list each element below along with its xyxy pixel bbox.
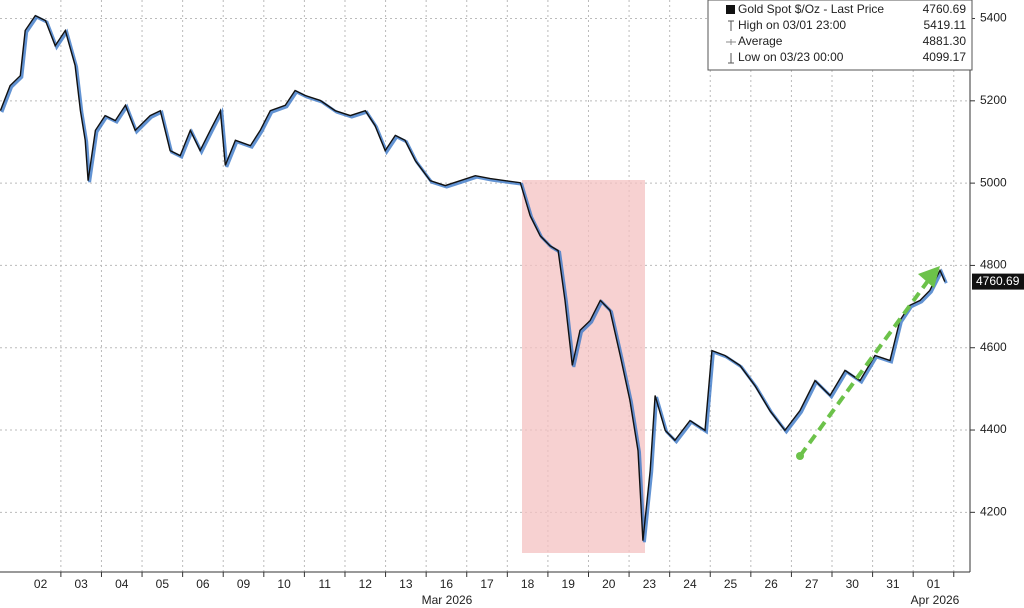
legend: [707, 0, 973, 71]
arrow-head: [918, 266, 940, 288]
y-tick-label: 5000: [980, 175, 1007, 189]
y-tick-label: 4200: [980, 505, 1007, 519]
x-tick-label: 09: [237, 577, 251, 591]
arrow-start: [796, 452, 804, 460]
x-tick-label: 27: [805, 577, 819, 591]
y-tick-label: 5200: [980, 93, 1007, 107]
x-tick-label: 23: [643, 577, 657, 591]
x-tick-label: 12: [359, 577, 373, 591]
last-price-label: 4760.69: [976, 274, 1020, 288]
legend-icon: [728, 53, 734, 64]
y-tick-label: 4800: [980, 258, 1007, 272]
y-tick-label: 4600: [980, 340, 1007, 354]
x-tick-label: 18: [521, 577, 535, 591]
x-tick-label: 01: [927, 577, 941, 591]
x-tick-label: 25: [724, 577, 738, 591]
arrow-shaft: [798, 276, 932, 458]
x-tick-label: 16: [440, 577, 454, 591]
month-label: Mar 2026: [422, 593, 473, 607]
legend-value: 4760.69: [923, 2, 967, 16]
x-tick-label: 17: [480, 577, 494, 591]
legend-value: 4099.17: [923, 50, 967, 64]
trend-arrow: [796, 266, 940, 460]
x-tick-label: 10: [277, 577, 291, 591]
x-tick-label: 26: [764, 577, 778, 591]
legend-label: Gold Spot $/Oz - Last Price: [738, 2, 884, 16]
x-tick-label: 19: [562, 577, 576, 591]
y-tick-label: 5400: [980, 11, 1007, 25]
x-tick-label: 04: [115, 577, 129, 591]
legend-value: 4881.30: [923, 34, 967, 48]
x-tick-label: 31: [886, 577, 900, 591]
x-tick-label: 06: [196, 577, 210, 591]
x-tick-label: 30: [846, 577, 860, 591]
legend-box: [707, 0, 973, 71]
legend-icon: [728, 20, 734, 31]
month-label: Apr 2026: [911, 593, 960, 607]
plot: [0, 14, 948, 543]
legend-value: 5419.11: [924, 18, 967, 32]
legend-label: Low on 03/23 00:00: [738, 50, 844, 64]
x-tick-label: 20: [602, 577, 616, 591]
x-tick-label: 24: [683, 577, 697, 591]
legend-swatch: [726, 5, 735, 14]
x-tick-label: 02: [34, 577, 48, 591]
last-price-tag: [972, 273, 1024, 290]
legend-label: Average: [738, 34, 783, 48]
axes: 4200 4400 4600 4800 5000 5200 5400 02 03 04 05 06 09…: [34, 11, 1024, 591]
x-tick-label: 05: [156, 577, 170, 591]
legend-label: High on 03/01 23:00: [738, 18, 846, 32]
x-tick-label: 11: [318, 577, 331, 591]
x-tick-label: 13: [399, 577, 413, 591]
legend-icon: [726, 39, 736, 45]
legend-texts: Gold Spot $/Oz - Last Price 4760.69 High o…: [738, 2, 966, 64]
x-tick-label: 03: [74, 577, 88, 591]
line: [0, 14, 946, 541]
y-tick-label: 4400: [980, 422, 1007, 436]
